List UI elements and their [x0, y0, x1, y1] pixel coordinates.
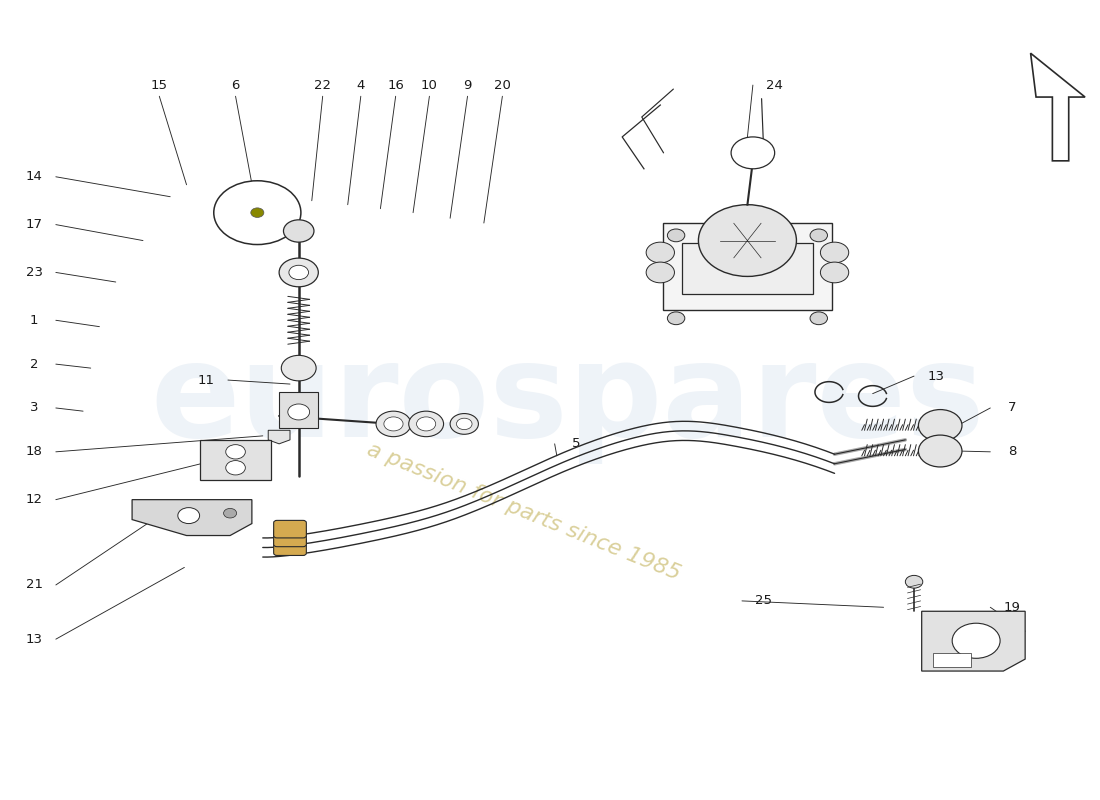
Polygon shape: [132, 500, 252, 535]
Circle shape: [226, 461, 245, 475]
Text: a passion for parts since 1985: a passion for parts since 1985: [364, 439, 684, 584]
Circle shape: [284, 220, 314, 242]
Circle shape: [251, 208, 264, 218]
Text: 20: 20: [494, 78, 510, 91]
Text: 10: 10: [421, 78, 438, 91]
Circle shape: [279, 258, 318, 286]
Text: 8: 8: [1008, 446, 1016, 458]
Circle shape: [289, 266, 308, 280]
Text: 25: 25: [756, 594, 772, 607]
FancyBboxPatch shape: [200, 440, 271, 480]
Text: 3: 3: [30, 402, 38, 414]
Circle shape: [810, 229, 827, 242]
Circle shape: [450, 414, 478, 434]
Circle shape: [384, 417, 403, 431]
Circle shape: [821, 242, 849, 263]
Text: 2: 2: [30, 358, 38, 370]
Circle shape: [953, 623, 1000, 658]
Circle shape: [178, 508, 199, 523]
FancyBboxPatch shape: [279, 392, 318, 428]
Text: 14: 14: [25, 170, 43, 183]
Circle shape: [810, 312, 827, 325]
Text: 13: 13: [927, 370, 944, 382]
Circle shape: [456, 418, 472, 430]
Circle shape: [918, 435, 962, 467]
Circle shape: [282, 355, 316, 381]
FancyBboxPatch shape: [274, 520, 306, 538]
Circle shape: [417, 417, 436, 431]
Circle shape: [226, 445, 245, 459]
Text: 22: 22: [315, 78, 331, 91]
Polygon shape: [922, 611, 1025, 671]
Text: 15: 15: [151, 78, 168, 91]
Circle shape: [646, 242, 674, 263]
Text: 13: 13: [25, 633, 43, 646]
Circle shape: [288, 404, 309, 420]
Circle shape: [409, 411, 443, 437]
Circle shape: [646, 262, 674, 283]
FancyBboxPatch shape: [682, 242, 813, 294]
Text: 16: 16: [387, 78, 404, 91]
Text: 9: 9: [463, 78, 472, 91]
FancyBboxPatch shape: [663, 222, 832, 310]
Text: 19: 19: [1003, 601, 1021, 614]
Circle shape: [376, 411, 411, 437]
Polygon shape: [268, 430, 290, 444]
Circle shape: [821, 262, 849, 283]
FancyBboxPatch shape: [274, 538, 306, 555]
Circle shape: [213, 181, 301, 245]
Text: 11: 11: [198, 374, 214, 386]
Polygon shape: [1031, 54, 1085, 161]
Circle shape: [668, 312, 685, 325]
Text: 4: 4: [356, 78, 365, 91]
Text: 12: 12: [25, 493, 43, 506]
FancyBboxPatch shape: [274, 529, 306, 546]
Text: eurospares: eurospares: [151, 337, 984, 463]
Text: 17: 17: [25, 218, 43, 231]
Text: 5: 5: [572, 438, 581, 450]
Circle shape: [223, 509, 236, 518]
Circle shape: [732, 137, 774, 169]
Text: 1: 1: [30, 314, 38, 326]
FancyBboxPatch shape: [933, 653, 970, 667]
Circle shape: [668, 229, 685, 242]
Text: 23: 23: [25, 266, 43, 279]
Circle shape: [698, 205, 796, 277]
Circle shape: [918, 410, 962, 442]
Text: 6: 6: [231, 78, 240, 91]
Text: 21: 21: [25, 578, 43, 591]
Text: 7: 7: [1008, 402, 1016, 414]
Text: 18: 18: [25, 446, 43, 458]
Text: 24: 24: [767, 78, 783, 91]
Circle shape: [905, 575, 923, 588]
